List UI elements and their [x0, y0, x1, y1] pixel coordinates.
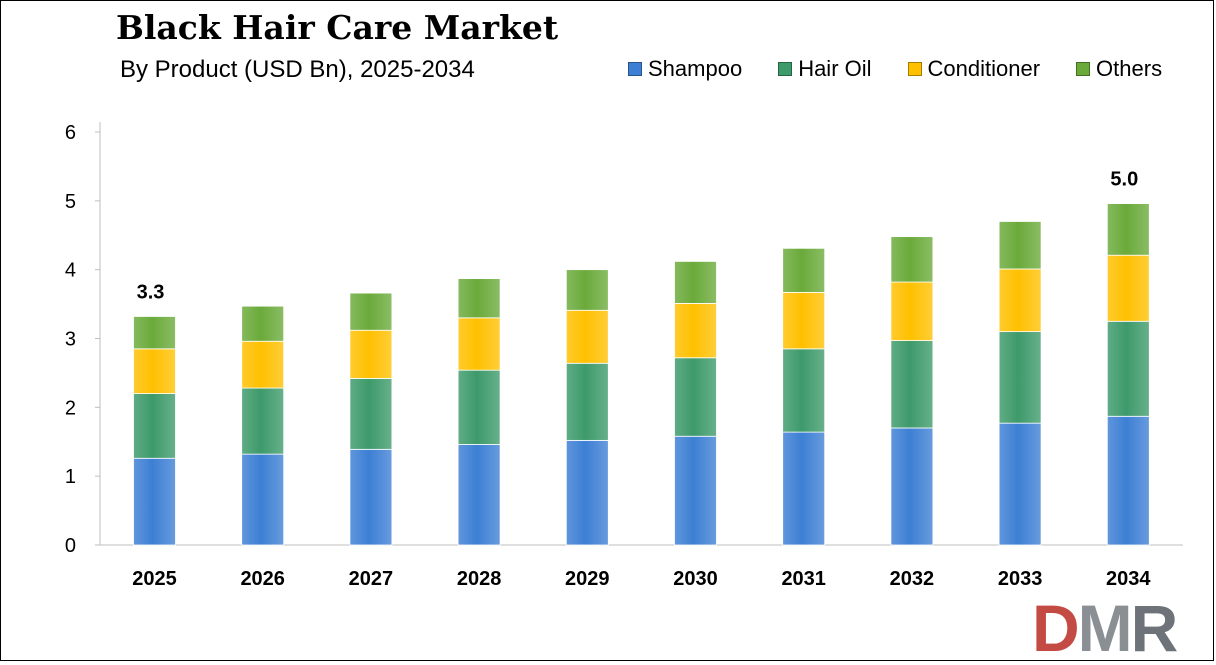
chart-subtitle: By Product (USD Bn), 2025-2034	[120, 56, 475, 83]
bar-conditioner-2025	[133, 348, 176, 394]
logo-letter-d: D	[1032, 591, 1080, 665]
bar-others-2025	[133, 316, 176, 350]
bar-conditioner-2032	[890, 281, 934, 341]
bar-hair-oil-2025	[133, 393, 176, 459]
bar-conditioner-2028	[457, 317, 501, 371]
bar-hair-oil-2026	[241, 387, 285, 455]
legend-swatch-conditioner	[907, 62, 922, 76]
legend-swatch-shampoo	[628, 62, 642, 76]
bar-hair-oil-2034	[1106, 320, 1150, 417]
bar-shampoo-2028	[457, 444, 501, 546]
y-tick-label: 6	[65, 122, 76, 144]
bar-shampoo-2034	[1106, 415, 1150, 546]
bar-others-2029	[565, 269, 609, 311]
bar-hair-oil-2031	[782, 348, 826, 433]
chart-legend: Shampoo Hair Oil Conditioner Others	[628, 56, 1162, 82]
bar-shampoo-2033	[998, 422, 1042, 546]
legend-swatch-others	[1076, 62, 1091, 76]
logo-letter-r: R	[1130, 591, 1179, 665]
x-tick-label-2027: 2027	[349, 568, 394, 590]
bar-others-2030	[674, 261, 717, 304]
bar-conditioner-2034	[1106, 254, 1150, 322]
bar-shampoo-2027	[349, 448, 393, 546]
bar-hair-oil-2027	[349, 378, 393, 450]
legend-label-shampoo: Shampoo	[648, 56, 743, 81]
bar-others-2034	[1106, 203, 1150, 256]
bar-conditioner-2029	[565, 309, 609, 364]
bar-shampoo-2032	[890, 427, 934, 546]
legend-item-shampoo: Shampoo	[628, 56, 742, 82]
x-tick-label-2034: 2034	[1106, 568, 1151, 590]
y-tick-label: 5	[65, 191, 76, 213]
y-tick-label: 0	[65, 535, 76, 557]
bar-shampoo-2026	[241, 453, 285, 546]
x-tick-label-2032: 2032	[890, 568, 935, 590]
x-tick-label-2031: 2031	[781, 568, 826, 590]
bar-hair-oil-2028	[457, 369, 501, 445]
bar-conditioner-2031	[782, 291, 826, 350]
legend-item-hair-oil: Hair Oil	[778, 56, 872, 82]
bar-conditioner-2033	[998, 268, 1042, 333]
data-label-2025: 3.3	[137, 281, 165, 303]
bar-hair-oil-2032	[890, 340, 934, 429]
bar-shampoo-2025	[133, 457, 176, 546]
bar-hair-oil-2030	[674, 357, 717, 437]
y-tick-label: 3	[65, 329, 76, 351]
chart-title: Black Hair Care Market	[116, 8, 559, 47]
bar-others-2027	[349, 292, 393, 331]
x-tick-label-2033: 2033	[998, 568, 1043, 590]
bar-hair-oil-2029	[565, 362, 609, 441]
legend-swatch-hair-oil	[778, 62, 793, 76]
dmr-logo: DMR	[1032, 595, 1178, 661]
bar-shampoo-2029	[565, 439, 609, 546]
x-tick-label-2028: 2028	[457, 568, 502, 590]
bar-conditioner-2030	[674, 302, 717, 359]
x-tick-label-2026: 2026	[240, 568, 285, 590]
y-tick-label: 4	[65, 260, 76, 282]
legend-item-others: Others	[1076, 56, 1162, 82]
legend-label-hair-oil: Hair Oil	[798, 56, 872, 81]
bar-shampoo-2030	[674, 435, 717, 546]
legend-label-others: Others	[1096, 56, 1163, 81]
bar-others-2026	[241, 305, 285, 342]
x-tick-label-2025: 2025	[132, 568, 177, 590]
bar-others-2033	[998, 221, 1042, 270]
logo-letter-m: M	[1077, 591, 1133, 665]
bar-others-2028	[457, 278, 501, 319]
y-tick-label: 1	[65, 466, 76, 488]
data-label-2034: 5.0	[1110, 169, 1138, 191]
bar-shampoo-2031	[782, 431, 826, 546]
x-tick-label-2029: 2029	[565, 568, 610, 590]
bar-hair-oil-2033	[998, 331, 1042, 424]
bar-others-2032	[890, 236, 934, 283]
legend-label-conditioner: Conditioner	[927, 56, 1041, 81]
x-tick-label-2030: 2030	[673, 568, 718, 590]
y-tick-label: 2	[65, 397, 76, 419]
bar-conditioner-2027	[349, 329, 393, 379]
legend-item-conditioner: Conditioner	[907, 56, 1041, 82]
bar-others-2031	[782, 247, 826, 293]
bar-conditioner-2026	[241, 340, 285, 389]
